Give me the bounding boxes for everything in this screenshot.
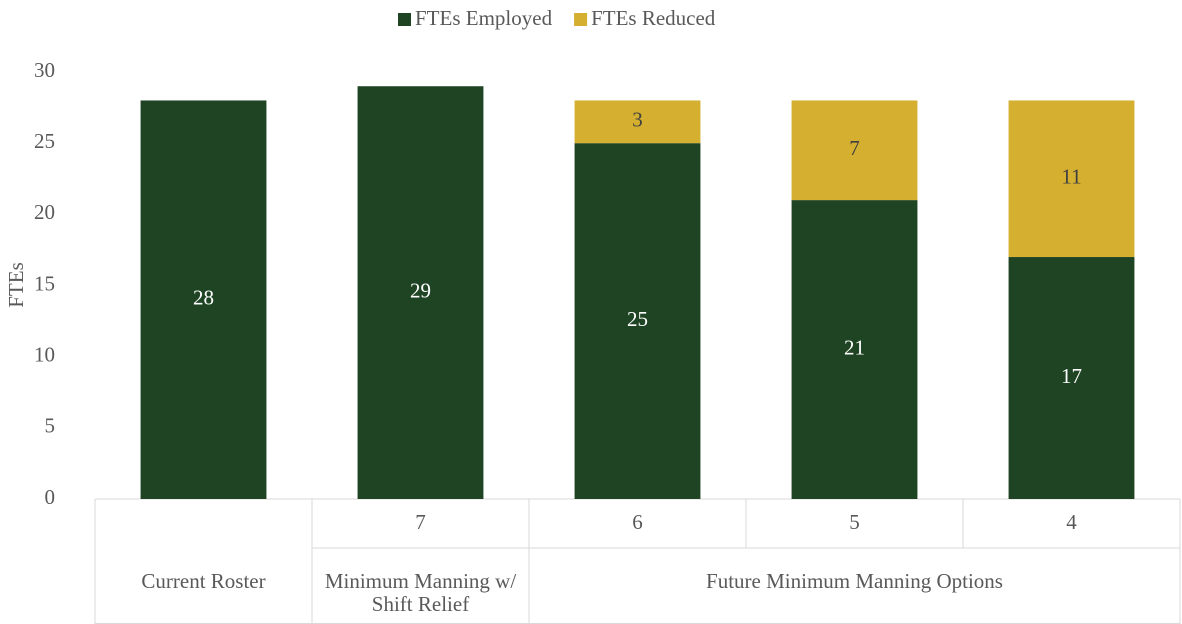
y-tick-label: 0: [45, 485, 56, 509]
y-axis-title: FTEs: [4, 262, 28, 308]
y-tick-label: 15: [34, 271, 55, 295]
bar-segment: [1008, 257, 1135, 499]
legend-swatch: [398, 13, 411, 26]
data-label: 25: [627, 307, 648, 331]
data-label: 29: [410, 278, 431, 302]
bar-segment: [791, 200, 918, 499]
bar-segment: [140, 100, 267, 499]
y-tick-label: 30: [34, 58, 55, 82]
data-label: 21: [844, 335, 865, 359]
x-tick-label: 7: [415, 510, 426, 534]
y-tick-label: 10: [34, 342, 55, 366]
group-label: Minimum Manning w/ Shift Relief: [324, 569, 517, 616]
bar-segment: [1008, 100, 1135, 258]
y-tick-label: 20: [34, 200, 55, 224]
x-tick-label: 6: [632, 510, 643, 534]
legend-label: FTEs Employed: [415, 6, 553, 30]
data-label: 11: [1061, 165, 1081, 189]
bar-segment: [574, 143, 701, 499]
group-label: Future Minimum Manning Options: [706, 569, 1003, 593]
x-tick-label: 4: [1066, 510, 1077, 534]
bar-segment: [791, 100, 918, 201]
legend-swatch: [574, 13, 588, 26]
y-tick-label: 5: [45, 414, 56, 438]
group-label: Current Roster: [141, 569, 266, 593]
bar-segment: [574, 100, 701, 144]
data-label: 7: [849, 136, 860, 160]
legend-label: FTEs Reduced: [591, 6, 716, 30]
data-label: 3: [632, 108, 643, 132]
bar-segment: [357, 86, 484, 499]
data-label: 28: [193, 286, 214, 310]
x-tick-label: 5: [849, 510, 860, 534]
y-tick-label: 25: [34, 129, 55, 153]
data-label: 17: [1061, 364, 1082, 388]
